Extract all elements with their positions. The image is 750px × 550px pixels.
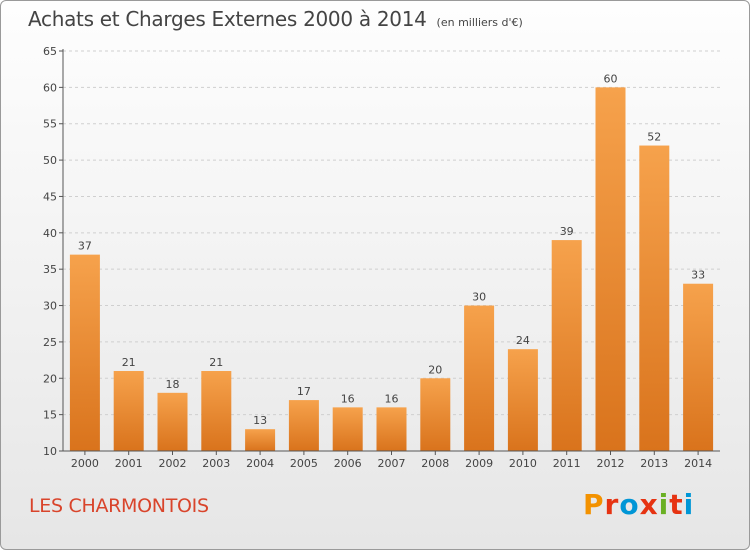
logo-letter: t xyxy=(669,488,684,521)
logo-letter: x xyxy=(639,488,659,521)
bar-value-label: 33 xyxy=(691,269,705,282)
bar-value-label: 37 xyxy=(78,240,92,253)
bar-value-label: 52 xyxy=(647,131,661,144)
x-tick-label: 2008 xyxy=(421,457,449,470)
y-tick-label: 20 xyxy=(43,372,57,385)
x-tick-label: 2004 xyxy=(246,457,274,470)
x-tick-label: 2009 xyxy=(465,457,493,470)
y-tick-label: 25 xyxy=(43,336,57,349)
bar xyxy=(420,378,451,451)
bar xyxy=(683,283,714,451)
bar xyxy=(507,349,538,451)
bar xyxy=(69,254,100,451)
y-tick-label: 60 xyxy=(43,81,57,94)
y-tick-label: 40 xyxy=(43,227,57,240)
bar-value-label: 60 xyxy=(604,72,618,85)
bar-value-label: 18 xyxy=(166,378,180,391)
bar xyxy=(113,371,144,451)
labels: 10 15 20 25 30 35 40 45 50 55 60 65 37 2000 21 2001 18 20… xyxy=(43,45,712,470)
bar xyxy=(332,407,363,451)
bar xyxy=(376,407,407,451)
logo-letter: o xyxy=(619,488,640,521)
bar-value-label: 17 xyxy=(297,385,311,398)
x-tick-label: 2005 xyxy=(290,457,318,470)
title-unit: (en milliers d'€) xyxy=(436,16,523,29)
bar xyxy=(639,145,670,451)
x-tick-label: 2014 xyxy=(684,457,712,470)
bar xyxy=(245,429,276,451)
bar-value-label: 39 xyxy=(560,225,574,238)
bar-value-label: 24 xyxy=(516,334,530,347)
bar xyxy=(157,392,188,451)
axes xyxy=(59,49,720,455)
chart-title: Achats et Charges Externes 2000 à 2014 (e… xyxy=(28,7,523,31)
y-tick-label: 30 xyxy=(43,300,57,313)
logo-letter: P xyxy=(583,488,605,521)
y-tick-label: 35 xyxy=(43,263,57,276)
bar xyxy=(201,371,232,451)
x-tick-label: 2006 xyxy=(334,457,362,470)
bar xyxy=(288,400,319,451)
bars xyxy=(69,87,714,451)
x-tick-label: 2007 xyxy=(378,457,406,470)
x-tick-label: 2003 xyxy=(202,457,230,470)
y-tick-label: 10 xyxy=(43,445,57,458)
y-tick-label: 50 xyxy=(43,154,57,167)
y-tick-label: 55 xyxy=(43,118,57,131)
bar-value-label: 16 xyxy=(385,392,399,405)
bar xyxy=(551,240,582,451)
proxiti-logo[interactable]: Proxiti xyxy=(583,488,694,521)
y-tick-label: 45 xyxy=(43,190,57,203)
x-tick-label: 2000 xyxy=(71,457,99,470)
bar-value-label: 16 xyxy=(341,392,355,405)
bar-value-label: 20 xyxy=(428,363,442,376)
bar-value-label: 13 xyxy=(253,414,267,427)
x-tick-label: 2012 xyxy=(597,457,625,470)
bar xyxy=(464,305,495,451)
x-tick-label: 2002 xyxy=(159,457,187,470)
x-tick-label: 2010 xyxy=(509,457,537,470)
title-text: Achats et Charges Externes 2000 à 2014 xyxy=(28,7,427,31)
commune-name: LES CHARMONTOIS xyxy=(29,495,209,517)
bar-value-label: 21 xyxy=(209,356,223,369)
y-tick-label: 15 xyxy=(43,409,57,422)
x-tick-label: 2001 xyxy=(115,457,143,470)
x-tick-label: 2013 xyxy=(640,457,668,470)
x-tick-label: 2011 xyxy=(553,457,581,470)
bar-value-label: 21 xyxy=(122,356,136,369)
bar xyxy=(595,87,626,451)
logo-letter: r xyxy=(604,488,620,521)
bar-value-label: 30 xyxy=(472,291,486,304)
logo-letter: i xyxy=(658,488,670,521)
logo-letter: i xyxy=(683,488,695,521)
y-tick-label: 65 xyxy=(43,45,57,58)
